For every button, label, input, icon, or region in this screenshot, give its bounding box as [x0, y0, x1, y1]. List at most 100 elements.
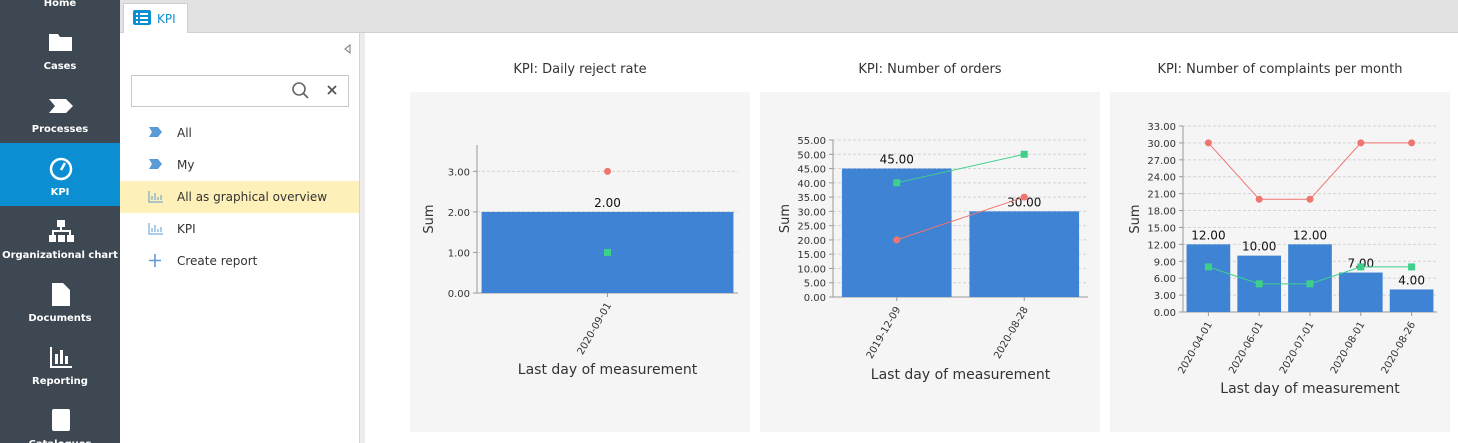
- nav-label: Documents: [28, 313, 92, 324]
- charts: KPI: Daily reject rate 0.00 1.00 2.00 3.00 Su…: [410, 62, 1450, 432]
- menu-item[interactable]: All as graphical overview: [120, 181, 359, 213]
- data-label: 2.00: [594, 196, 621, 210]
- line-point: [1020, 150, 1028, 158]
- y-axis-title: Sum: [422, 204, 437, 233]
- menu-label: All as graphical overview: [177, 190, 328, 204]
- line-point: [1357, 139, 1365, 147]
- y-tick-label: 35.00: [797, 193, 826, 204]
- menu-label: KPI: [177, 222, 196, 236]
- y-tick-label: 3.00: [448, 167, 470, 178]
- y-tick-label: 30.00: [1147, 139, 1176, 150]
- line-point: [1255, 280, 1263, 288]
- nav-label: Home: [43, 0, 77, 9]
- line-point: [1306, 280, 1314, 288]
- nav-item[interactable]: Home: [0, 0, 120, 17]
- menu-icon: [149, 254, 161, 267]
- tab[interactable]: KPI: [123, 3, 188, 33]
- y-tick-label: 0.00: [804, 293, 826, 304]
- nav-icon: [50, 347, 72, 368]
- nav-item[interactable]: Processes: [0, 80, 120, 143]
- x-axis-title: Last day of measurement: [1220, 381, 1400, 397]
- y-tick-label: 27.00: [1147, 156, 1176, 167]
- line-point: [604, 248, 611, 256]
- bar: [841, 168, 952, 297]
- y-tick-label: 50.00: [797, 150, 826, 161]
- y-tick-label: 6.00: [1154, 274, 1176, 285]
- nav-icon: [49, 34, 72, 51]
- nav-item[interactable]: Cases: [0, 17, 120, 80]
- line-series: [896, 196, 1025, 241]
- y-tick-label: 0.00: [1154, 308, 1176, 319]
- menu-item[interactable]: All: [120, 117, 359, 149]
- chart-title: KPI: Number of orders: [858, 62, 1001, 77]
- data-label: 45.00: [880, 153, 914, 167]
- data-label: 12.00: [1293, 228, 1327, 242]
- menu-icon: [149, 159, 162, 169]
- y-tick-label: 0.00: [448, 289, 470, 300]
- y-tick-label: 20.00: [797, 236, 826, 247]
- y-tick-label: 5.00: [804, 279, 826, 290]
- nav-item[interactable]: Reporting: [0, 332, 120, 395]
- y-tick-label: 2.00: [448, 208, 470, 219]
- menu-item[interactable]: KPI: [120, 213, 359, 245]
- nav-label: Processes: [31, 124, 89, 135]
- menu-icon: [148, 223, 163, 235]
- line-point: [1306, 195, 1314, 203]
- y-tick-label: 40.00: [797, 179, 826, 190]
- nav-item[interactable]: KPI: [0, 143, 120, 206]
- chart-title: KPI: Daily reject rate: [513, 62, 646, 77]
- menu-label: Create report: [177, 254, 258, 268]
- bar: [1389, 289, 1434, 312]
- data-label: 4.00: [1398, 273, 1425, 287]
- nav-item[interactable]: Catalogues: [0, 395, 120, 443]
- line-series: [896, 153, 1025, 184]
- menu-label: All: [177, 126, 192, 140]
- nav-item[interactable]: Organizational chart: [0, 206, 120, 269]
- bar: [1186, 244, 1231, 312]
- nav-icon: [52, 409, 70, 431]
- menu-item[interactable]: Create report: [120, 245, 359, 277]
- y-axis-title: Sum: [1128, 204, 1143, 233]
- y-tick-label: 30.00: [797, 207, 826, 218]
- nav-label: Organizational chart: [2, 250, 118, 261]
- y-tick-label: 1.00: [448, 248, 470, 259]
- collapse-icon[interactable]: [343, 44, 353, 54]
- splitter: [360, 33, 365, 443]
- bar: [1338, 272, 1383, 312]
- menu-item[interactable]: My: [120, 149, 359, 181]
- nav-bar: Home Cases Processes KPI Organizational char…: [0, 0, 120, 443]
- y-tick-label: 24.00: [1147, 173, 1176, 184]
- bar: [969, 211, 1080, 297]
- nav-icon: [49, 99, 73, 113]
- line-point: [893, 236, 901, 244]
- menu-icon: [148, 191, 163, 203]
- x-axis-title: Last day of measurement: [518, 362, 698, 378]
- search-box[interactable]: [131, 75, 349, 107]
- data-label: 12.00: [1191, 228, 1225, 242]
- nav-label: Reporting: [32, 376, 88, 387]
- bar: [1288, 244, 1332, 312]
- y-tick-label: 15.00: [797, 250, 826, 261]
- y-tick-label: 25.00: [797, 222, 826, 233]
- y-tick-label: 33.00: [1147, 122, 1176, 133]
- line-point: [893, 179, 901, 187]
- search-icons: [292, 82, 337, 99]
- y-tick-label: 3.00: [1154, 291, 1176, 302]
- chart-title: KPI: Number of complaints per month: [1157, 62, 1402, 77]
- y-tick-label: 10.00: [797, 264, 826, 275]
- nav-icon: [52, 283, 70, 306]
- y-tick-label: 55.00: [797, 136, 826, 147]
- line-point: [1020, 193, 1028, 201]
- nav-label: KPI: [50, 187, 70, 198]
- tab-bar: KPI: [120, 0, 1458, 33]
- line-point: [604, 167, 611, 175]
- menu-label: My: [177, 158, 195, 172]
- sidebar: All My All as graphical overview KPI Create …: [120, 33, 360, 443]
- y-tick-label: 9.00: [1154, 257, 1176, 268]
- x-axis-title: Last day of measurement: [871, 367, 1051, 383]
- nav-item[interactable]: Documents: [0, 269, 120, 332]
- nav-label: Cases: [43, 61, 77, 72]
- line-point: [1204, 139, 1212, 147]
- line-point: [1255, 195, 1263, 203]
- y-tick-label: 21.00: [1147, 190, 1176, 201]
